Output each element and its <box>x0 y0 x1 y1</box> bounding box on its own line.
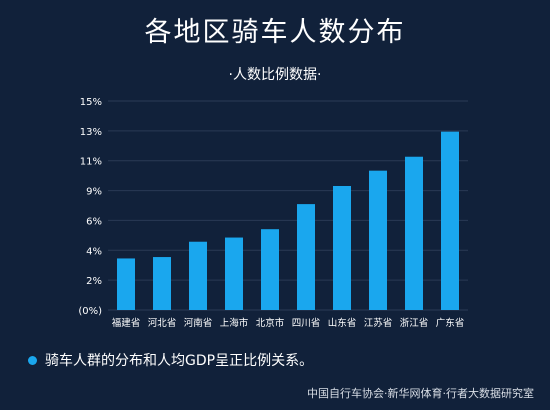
y-tick-label: (0%) <box>78 306 102 317</box>
bar <box>189 241 207 310</box>
x-tick-label: 浙江省 <box>400 317 429 329</box>
x-tick-label: 河南省 <box>184 317 213 329</box>
y-tick-label: 2% <box>86 276 102 287</box>
x-tick-label: 河北省 <box>148 317 177 329</box>
chart-subtitle: ·人数比例数据· <box>228 67 322 83</box>
source-credit: 中国自行车协会·新华网体育·行者大数据研究室 <box>307 387 534 400</box>
bar <box>369 170 387 310</box>
y-tick-label: 6% <box>86 216 102 227</box>
footnote: 骑车人群的分布和人均GDP呈正比例关系。 <box>28 350 313 370</box>
y-tick-label: 9% <box>86 187 102 198</box>
y-tick-label: 11% <box>80 157 102 168</box>
x-tick-label: 山东省 <box>328 317 357 329</box>
bar <box>297 204 315 310</box>
y-tick-label: 15% <box>80 97 102 108</box>
bar <box>117 258 135 310</box>
x-tick-label: 江苏省 <box>364 317 393 329</box>
x-tick-label: 广东省 <box>436 317 465 329</box>
bar <box>153 257 171 310</box>
y-tick-label: 13% <box>80 127 102 138</box>
x-tick-label: 北京市 <box>256 317 285 329</box>
bullet-icon <box>28 355 37 365</box>
y-tick-label: 4% <box>86 246 102 257</box>
bar <box>225 237 243 310</box>
bar <box>405 156 423 310</box>
bar <box>441 131 459 310</box>
footnote-text: 骑车人群的分布和人均GDP呈正比例关系。 <box>45 353 314 369</box>
bar <box>261 229 279 310</box>
x-tick-label: 上海市 <box>220 317 249 329</box>
x-tick-label: 福建省 <box>112 317 141 329</box>
x-tick-label: 四川省 <box>292 317 321 329</box>
bar <box>333 185 351 310</box>
page-title: 各地区骑车人数分布 <box>144 17 406 48</box>
